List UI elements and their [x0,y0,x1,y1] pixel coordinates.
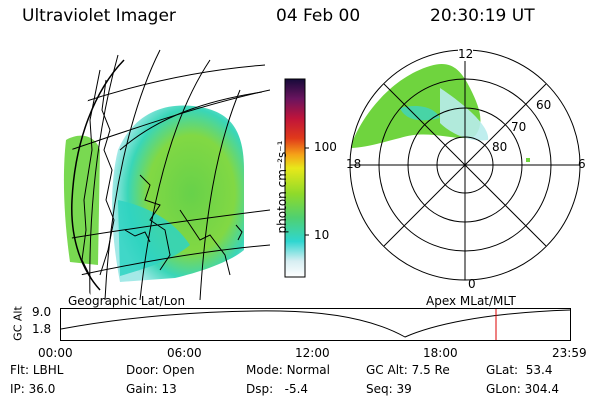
seq-status: Seq: 39 [366,382,412,396]
gc-alt-status: GC Alt: 7.5 Re [366,363,450,377]
altitude-plot [60,308,571,341]
mode-status: Mode: Normal [246,363,330,377]
dsp-status: Dsp: -5.4 [246,382,309,396]
graticule [68,49,270,300]
mlt-label-6: 6 [578,157,586,171]
altitude-xtick-0000: 00:00 [38,346,73,360]
glat-status: GLat: 53.4 [486,363,553,377]
date-label: 04 Feb 00 [276,6,361,26]
door-status: Door: Open [126,363,195,377]
instrument-title: Ultraviolet Imager [22,6,176,26]
altitude-ylabel: GC Alt [11,306,25,341]
filter-status: Flt: LBHL [10,363,64,377]
mlt-label-12: 12 [458,47,474,61]
colorbar-tick-100: 100 [314,140,337,154]
colorbar-unit-label: photon cm⁻²s⁻¹ [275,140,289,234]
altitude-xtick-1200: 12:00 [295,346,330,360]
mlat-label-80: 80 [492,140,508,154]
mlt-label-0: 0 [468,277,476,291]
mlat-label-60: 60 [536,98,552,112]
coastlines [81,69,243,281]
altitude-ytick-max: 9.0 [32,305,52,319]
glon-status: GLon: 304.4 [486,382,559,396]
colorbar-tick-10: 10 [314,228,330,242]
altitude-xtick-1800: 18:00 [423,346,458,360]
altitude-xtick-0600: 06:00 [167,346,202,360]
polar-panel-label: Apex MLat/MLT [426,294,516,308]
geographic-panel-label: Geographic Lat/Lon [68,294,186,308]
mlt-label-18: 18 [346,157,362,171]
mlat-label-70: 70 [511,120,527,134]
altitude-ytick-min: 1.8 [32,322,52,336]
altitude-xtick-2359: 23:59 [552,346,587,360]
altitude-curve [60,309,571,338]
time-label: 20:30:19 UT [430,6,535,26]
polar-plot [349,49,581,281]
ip-status: IP: 36.0 [10,382,56,396]
colorbar [284,78,309,278]
geographic-image [63,49,270,300]
gain-status: Gain: 13 [126,382,177,396]
